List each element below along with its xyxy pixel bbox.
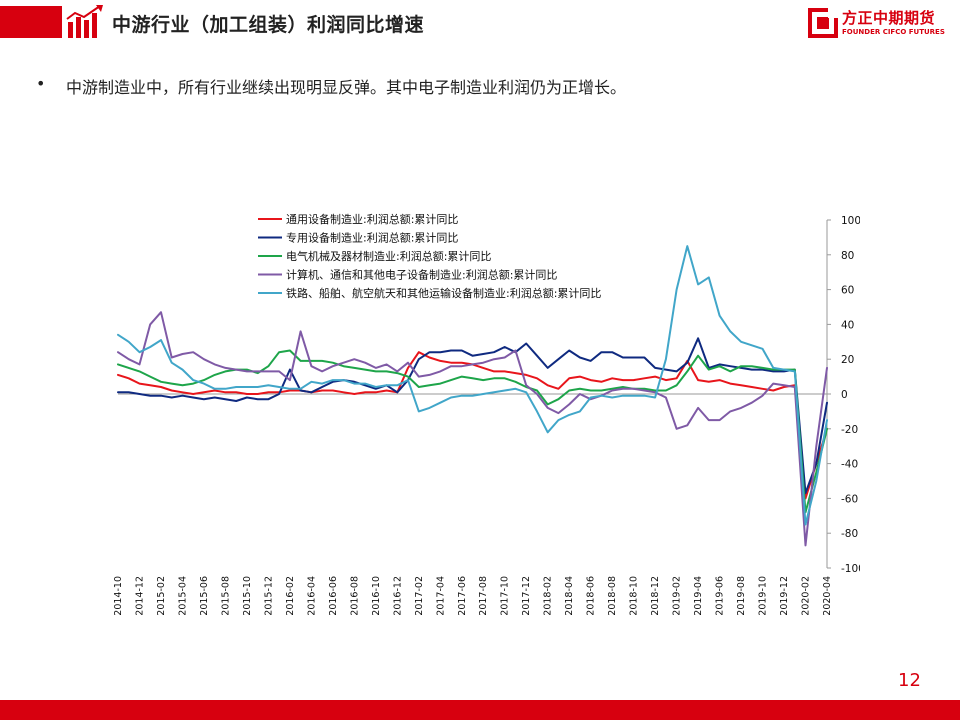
x-tick-label: 2015-04 [177,576,188,616]
company-logo: 方正中期期货 FOUNDER CIFCO FUTURES [808,6,948,40]
x-tick-label: 2016-02 [285,576,296,616]
x-tick-label: 2019-06 [715,576,726,616]
x-tick-label: 2016-10 [371,576,382,616]
x-tick-label: 2017-06 [457,576,468,616]
x-tick-label: 2018-04 [564,576,575,616]
x-tick-label: 2018-06 [586,576,597,616]
y-tick-label: -60 [841,493,858,505]
slide-header: 中游行业（加工组装）利润同比增速 方正中期期货 FOUNDER CIFCO FU… [0,0,960,44]
x-tick-label: 2018-08 [607,576,618,616]
x-tick-label: 2019-04 [693,576,704,616]
y-tick-label: 60 [841,285,854,297]
series-line-3 [117,349,828,514]
header-red-block [0,6,62,38]
profit-growth-line-chart: 100 80 60 40 20 0 -20 -40 -60 -80 -100 2014-10 2014-… [113,212,860,616]
page-number: 12 [898,670,921,691]
x-tick-label: 2017-08 [478,576,489,616]
x-tick-label: 2019-12 [779,576,790,616]
x-tick-label: 2015-12 [263,576,274,616]
y-tick-label: 100 [841,215,860,227]
x-tick-label: 2019-02 [672,576,683,616]
x-tick-label: 2017-04 [435,576,446,616]
bullet-text: 中游制造业中，所有行业继续出现明显反弹。其中电子制造业利润仍为正增长。 [66,78,627,97]
y-tick-label: -80 [841,528,858,540]
y-tick-label: 40 [841,319,854,331]
legend-label: 专用设备制造业:利润总额:累计同比 [286,231,458,245]
x-tick-label: 2018-02 [543,576,554,616]
bar-chart-growth-icon [66,5,103,38]
series-line-4 [117,311,828,547]
x-tick-label: 2017-10 [500,576,511,616]
x-tick-label: 2019-08 [736,576,747,616]
y-tick-label: 20 [841,354,854,366]
legend-label: 铁路、船舶、航空航天和其他运输设备制造业:利润总额:累计同比 [286,286,601,300]
logo-chinese-text: 方正中期期货 [842,9,936,27]
x-tick-label: 2017-02 [414,576,425,616]
bullet-marker: • [36,74,46,93]
x-tick-label: 2015-10 [242,576,253,616]
x-tick-label: 2018-10 [629,576,640,616]
legend-label: 电气机械及器材制造业:利润总额:累计同比 [286,249,491,263]
y-tick-label: -100 [841,563,860,575]
x-tick-label: 2015-02 [156,576,167,616]
x-tick-label: 2016-04 [306,576,317,616]
founder-logo-icon [808,8,838,38]
x-tick-label: 2020-04 [822,576,833,616]
x-tick-label: 2015-06 [199,576,210,616]
x-tick-label: 2017-12 [521,576,532,616]
y-tick-label: 80 [841,250,854,262]
y-tick-label: -40 [841,459,858,471]
legend-label: 通用设备制造业:利润总额:累计同比 [286,212,458,226]
page-title: 中游行业（加工组装）利润同比增速 [112,14,425,36]
x-tick-label: 2019-10 [758,576,769,616]
chart-legend: 通用设备制造业:利润总额:累计同比专用设备制造业:利润总额:累计同比电气机械及器… [258,212,601,300]
x-tick-label: 2016-12 [392,576,403,616]
x-tick-label: 2014-10 [113,576,124,616]
footer-bar [0,700,960,720]
x-tick-label: 2018-12 [650,576,661,616]
y-tick-label: 0 [841,389,848,401]
x-tick-label: 2020-02 [801,576,812,616]
series-line-1 [117,351,828,500]
x-tick-label: 2016-08 [349,576,360,616]
x-tick-label: 2015-08 [220,576,231,616]
legend-label: 计算机、通信和其他电子设备制造业:利润总额:累计同比 [286,268,557,282]
x-tick-label: 2016-06 [328,576,339,616]
series-line-5 [117,245,828,526]
x-tick-label: 2014-12 [134,576,145,616]
y-tick-label: -20 [841,424,858,436]
series-line-2 [117,337,828,495]
logo-english-text: FOUNDER CIFCO FUTURES [842,28,945,36]
